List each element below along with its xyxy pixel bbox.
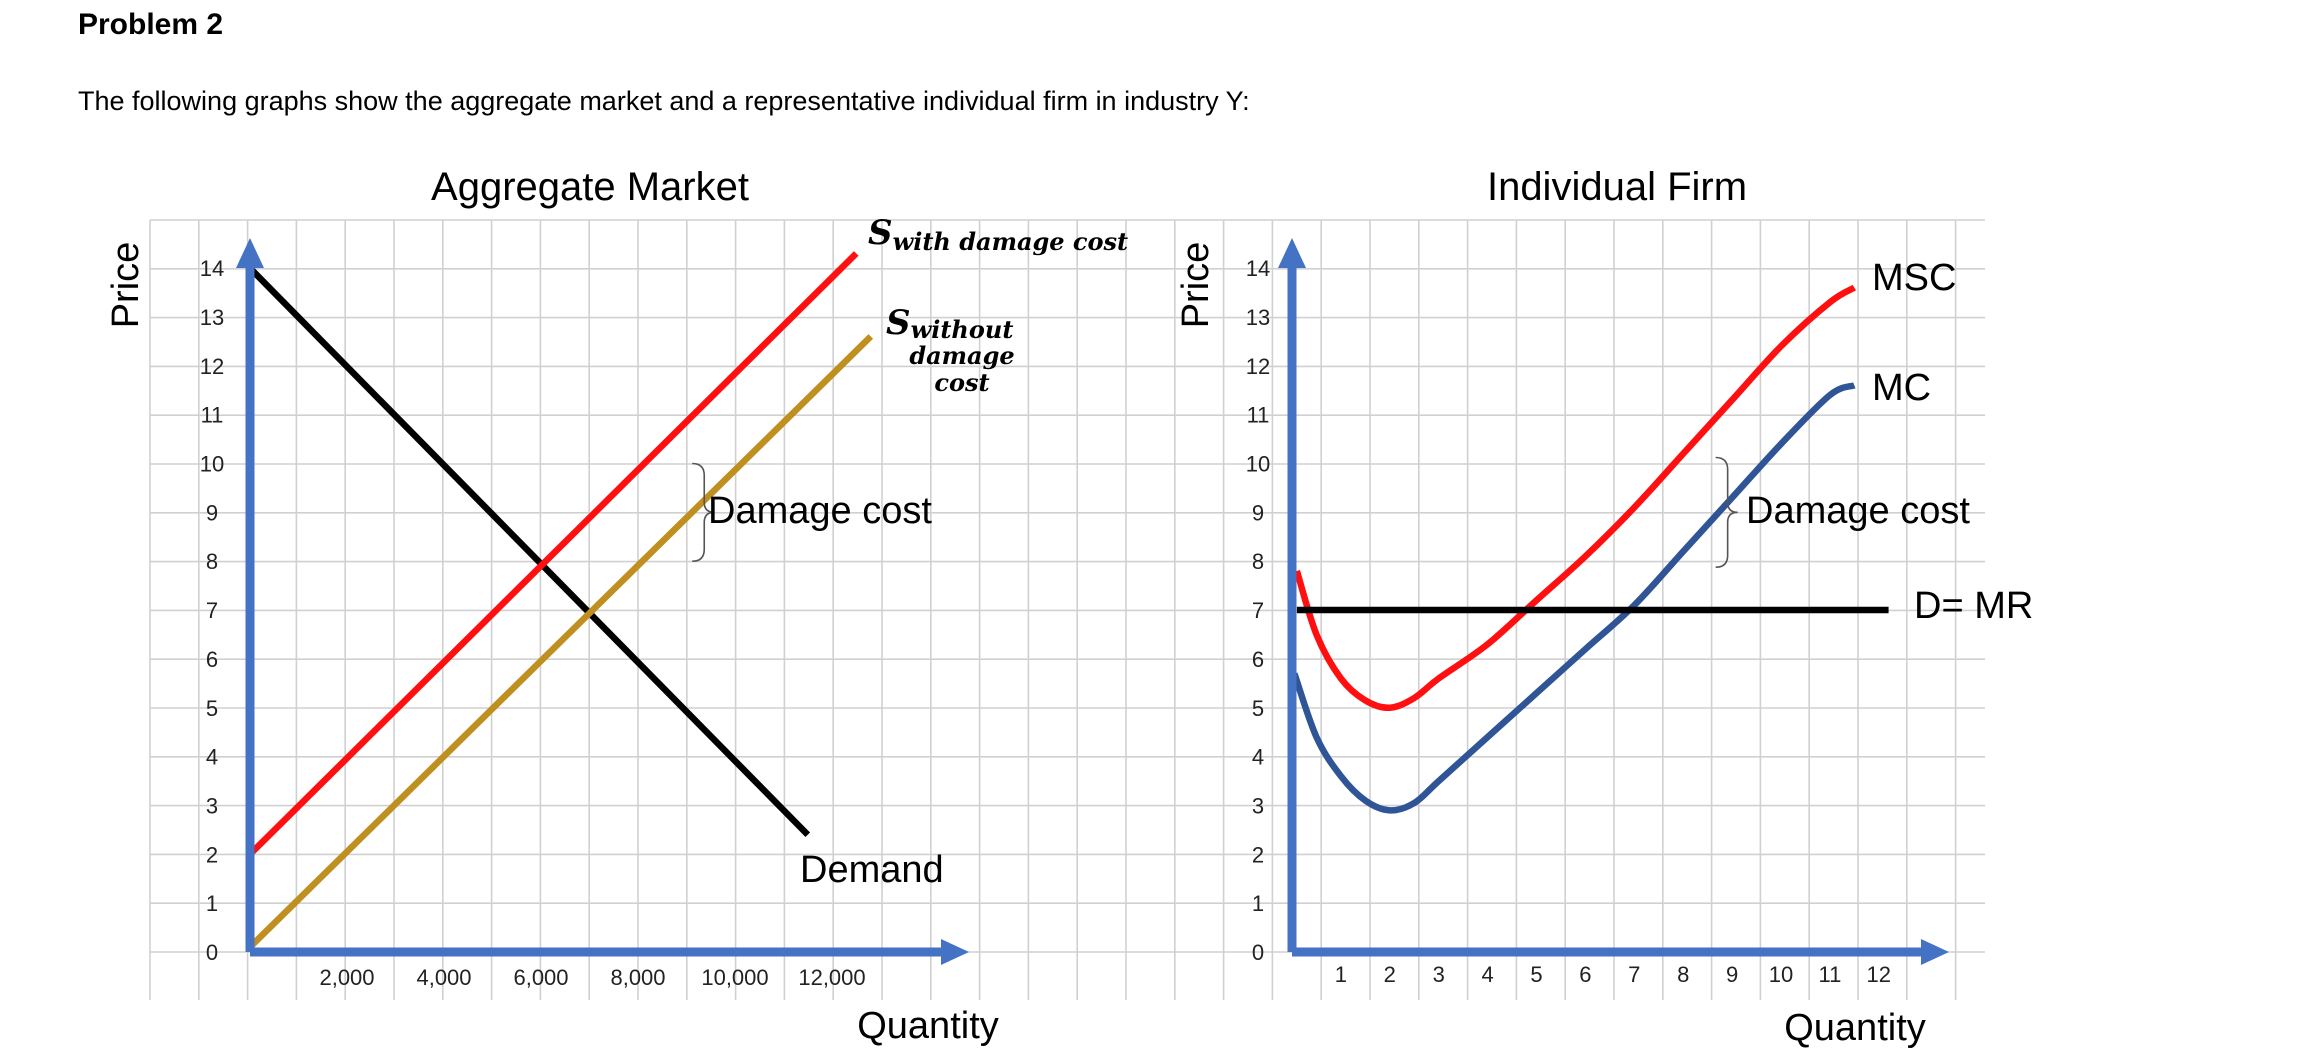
firm-y-tick-label: 9 <box>1252 500 1264 525</box>
market-damage-brace <box>692 462 715 562</box>
firm-y-tick-label: 6 <box>1252 647 1264 672</box>
market-y-tick-label: 11 <box>201 403 224 428</box>
firm-y-tick-label: 12 <box>1246 354 1270 379</box>
market-y-tick-label: 5 <box>206 696 218 721</box>
mc-curve <box>1291 382 1856 814</box>
market-x-axis-arrow <box>941 939 969 965</box>
market-y-tick-label: 0 <box>206 940 218 965</box>
firm-y-tick-label: 11 <box>1247 403 1270 428</box>
market-y-tick-label: 12 <box>200 354 224 379</box>
firm-y-tick-label: 3 <box>1252 793 1264 818</box>
firm-x-tick-label: 4 <box>1481 962 1493 987</box>
firm-x-tick-label: 12 <box>1867 962 1891 987</box>
market-y-axis-arrow <box>236 238 264 268</box>
market-y-tick-label: 14 <box>200 256 224 281</box>
market-x-tick-label: 12,000 <box>798 965 865 990</box>
firm-y-tick-label: 14 <box>1246 256 1270 281</box>
market-y-tick-label: 2 <box>206 842 218 867</box>
market-x-tick-label: 6,000 <box>513 965 568 990</box>
firm-x-tick-label: 1 <box>1335 962 1347 987</box>
firm-x-tick-label: 8 <box>1677 962 1689 987</box>
firm-mc-label: MC <box>1872 367 1931 409</box>
firm-x-axis-arrow <box>1921 939 1949 965</box>
market-y-tick-label: 3 <box>206 793 218 818</box>
problem-intro: The following graphs show the aggregate … <box>78 86 1250 116</box>
market-y-tick-label: 13 <box>200 305 224 330</box>
firm-x-tick-label: 10 <box>1769 962 1793 987</box>
demand-line <box>247 265 811 838</box>
supply-without-damage-label-word: damage <box>909 341 1014 370</box>
problem-heading: Problem 2 <box>78 8 224 41</box>
market-y-tick-label: 10 <box>200 452 224 477</box>
grid <box>149 219 1985 1000</box>
market-x-tick-label: 4,000 <box>416 965 471 990</box>
market-y-tick-label: 9 <box>206 500 218 525</box>
firm-x-tick-label: 5 <box>1530 962 1542 987</box>
firm-x-tick-label: 7 <box>1628 962 1640 987</box>
market-x-tick-label: 2,000 <box>319 965 374 990</box>
supply-without-damage-label-s: S <box>886 303 911 343</box>
market-demand-label: Demand <box>800 849 944 891</box>
firm-title: Individual Firm <box>1487 165 1747 209</box>
firm-y-tick-label: 10 <box>1246 452 1270 477</box>
market-y-tick-label: 6 <box>206 647 218 672</box>
supply-with-damage-line <box>247 251 859 857</box>
firm-y-axis-arrow <box>1278 238 1306 268</box>
market-y-tick-label: 7 <box>206 598 218 623</box>
firm-y-tick-label: 8 <box>1252 549 1264 574</box>
firm-damage-cost-label: Damage cost <box>1746 490 1970 532</box>
firm-x-tick-label: 6 <box>1579 962 1591 987</box>
firm-y-tick-label: 7 <box>1252 598 1264 623</box>
supply-without-damage-label-word: cost <box>934 368 989 397</box>
market-x-tick-label: 8,000 <box>610 965 665 990</box>
supply-without-damage-line <box>247 334 874 950</box>
market-x-label: Quantity <box>857 1005 999 1047</box>
firm-x-label: Quantity <box>1784 1007 1926 1049</box>
firm-y-tick-label: 0 <box>1252 940 1264 965</box>
firm-x-tick-label: 11 <box>1818 962 1841 987</box>
market-y-tick-label: 8 <box>206 549 218 574</box>
firm-y-tick-label: 2 <box>1252 842 1264 867</box>
firm-x-tick-label: 9 <box>1726 962 1738 987</box>
market-y-label: Price <box>105 242 147 329</box>
label-sub: with damage cost <box>893 227 1129 256</box>
firm-dmr-label: D= MR <box>1914 585 2033 627</box>
supply-without-damage-label-word: without <box>911 315 1014 344</box>
market-title: Aggregate Market <box>431 165 749 209</box>
market-y-tick-label: 4 <box>206 745 218 770</box>
firm-y-tick-label: 1 <box>1252 891 1264 916</box>
firm-x-tick-label: 3 <box>1433 962 1445 987</box>
market-damage-cost-label: Damage cost <box>708 490 932 532</box>
market-y-tick-label: 1 <box>206 891 218 916</box>
supply-with-damage-label: Swith damage cost <box>868 213 1128 256</box>
firm-damage-brace <box>1715 456 1738 568</box>
firm-msc-label: MSC <box>1872 257 1956 299</box>
label-s: S <box>868 213 893 253</box>
market-x-tick-label: 10,000 <box>701 965 768 990</box>
firm-y-tick-label: 13 <box>1246 305 1270 330</box>
firm-y-tick-label: 4 <box>1252 745 1264 770</box>
firm-x-tick-label: 2 <box>1384 962 1396 987</box>
firm-y-label: Price <box>1175 242 1217 329</box>
firm-y-tick-label: 5 <box>1252 696 1264 721</box>
